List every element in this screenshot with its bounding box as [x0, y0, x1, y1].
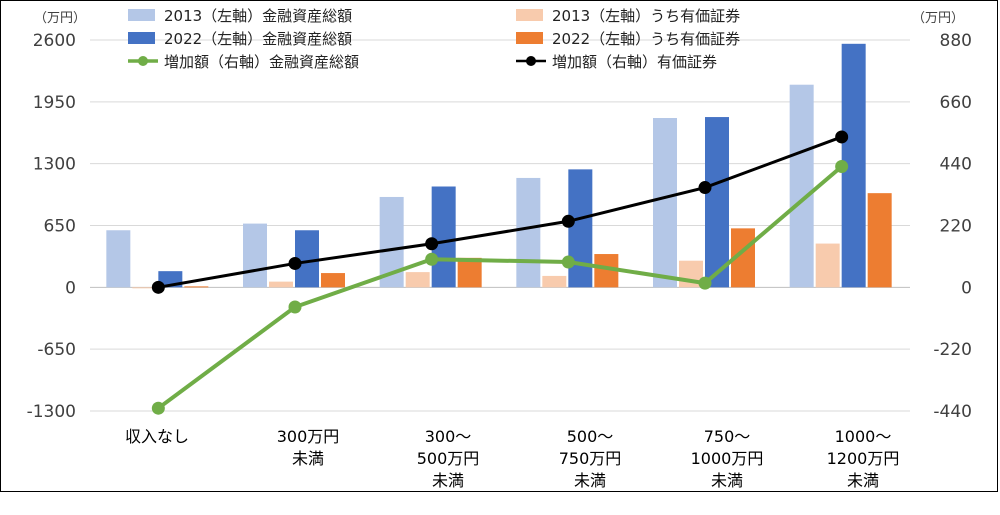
category-label: 1000万円 — [691, 449, 764, 468]
legend-marker — [138, 56, 148, 66]
bar — [106, 230, 131, 288]
line-point — [835, 130, 849, 144]
line-point — [698, 276, 712, 290]
legend-label: 2022（左軸）金融資産総額 — [164, 30, 352, 48]
bar — [568, 169, 593, 288]
bar — [815, 243, 840, 288]
legend-marker — [526, 56, 536, 66]
bars — [106, 43, 892, 289]
left-tick-label: 1300 — [33, 155, 76, 175]
bar — [269, 281, 293, 288]
line-point — [425, 237, 439, 251]
bar — [184, 286, 209, 288]
legend-swatch — [516, 9, 543, 21]
category-label: 収入なし — [125, 427, 189, 446]
category-label: 未満 — [847, 471, 879, 490]
right-tick-label: 660 — [940, 93, 972, 113]
category-label: 500万円 — [417, 449, 480, 468]
bar — [431, 186, 456, 288]
bar — [653, 118, 677, 288]
legend-label: 2013（左軸）金融資産総額 — [164, 7, 352, 25]
left-axis: （万円） 2600 1950 1300 650 0 -650 -1300 — [27, 11, 86, 422]
line-point — [698, 181, 712, 195]
category-label: 750～ — [704, 427, 751, 446]
left-tick-label: 1950 — [33, 93, 76, 113]
bar — [132, 287, 157, 289]
right-tick-label: -220 — [933, 340, 972, 360]
category-label: 未満 — [711, 471, 743, 490]
category-label: 1200万円 — [827, 449, 900, 468]
line-point — [425, 252, 439, 266]
right-tick-label: -440 — [933, 402, 972, 422]
line-point — [151, 401, 165, 415]
legend-label: 2022（左軸）うち有価証券 — [552, 30, 740, 48]
category-label: 300万円 — [277, 427, 340, 446]
legend-label: 増加額（右軸）金融資産総額 — [164, 53, 359, 71]
category-label: 300～ — [425, 427, 472, 446]
category-label: 未満 — [432, 471, 464, 490]
line-point — [835, 159, 849, 173]
line-point — [561, 214, 575, 228]
bar — [243, 223, 267, 288]
line-point — [288, 256, 302, 270]
bar — [867, 193, 892, 288]
bar — [405, 272, 430, 288]
bar — [457, 257, 482, 288]
category-label: 500～ — [567, 427, 614, 446]
right-tick-label: 440 — [940, 155, 972, 175]
left-axis-unit: （万円） — [34, 11, 86, 26]
left-tick-label: 0 — [65, 278, 76, 298]
right-tick-label: 0 — [961, 278, 972, 298]
right-tick-label: 880 — [940, 31, 972, 51]
legend-label: 増加額（右軸）有価証券 — [552, 53, 717, 71]
category-label: 1000～ — [835, 427, 892, 446]
series-line — [158, 135, 843, 289]
right-axis: （万円） 880 660 440 220 0 -220 -440 — [912, 11, 972, 422]
left-tick-label: -1300 — [27, 402, 76, 422]
legend-swatch — [516, 32, 543, 44]
category-label: 未満 — [574, 471, 606, 490]
line-point — [561, 255, 575, 269]
left-tick-label: -650 — [37, 340, 76, 360]
category-label: 750万円 — [559, 449, 622, 468]
legend-label: 2013（左軸）うち有価証券 — [552, 7, 740, 25]
bar — [516, 177, 541, 288]
bar — [789, 84, 814, 288]
bar — [321, 273, 345, 288]
gridlines — [90, 39, 910, 412]
line-point — [288, 300, 302, 314]
category-labels: 収入なし 300万円未満300～500万円未満500～750万円未満750～100… — [125, 427, 899, 490]
legend: 2013（左軸）金融資産総額 2013（左軸）うち有価証券 2022（左軸）金融資産… — [128, 7, 740, 71]
lines — [151, 130, 849, 415]
series-line — [157, 164, 843, 410]
bar — [542, 275, 567, 288]
left-tick-label: 2600 — [33, 31, 76, 51]
category-label: 未満 — [292, 449, 324, 468]
legend-swatch — [128, 32, 155, 44]
right-axis-unit: （万円） — [912, 11, 964, 26]
right-tick-label: 220 — [940, 217, 972, 237]
legend-swatch — [128, 9, 155, 21]
left-tick-label: 650 — [44, 217, 76, 237]
bar — [705, 117, 729, 288]
line-point — [151, 280, 165, 294]
